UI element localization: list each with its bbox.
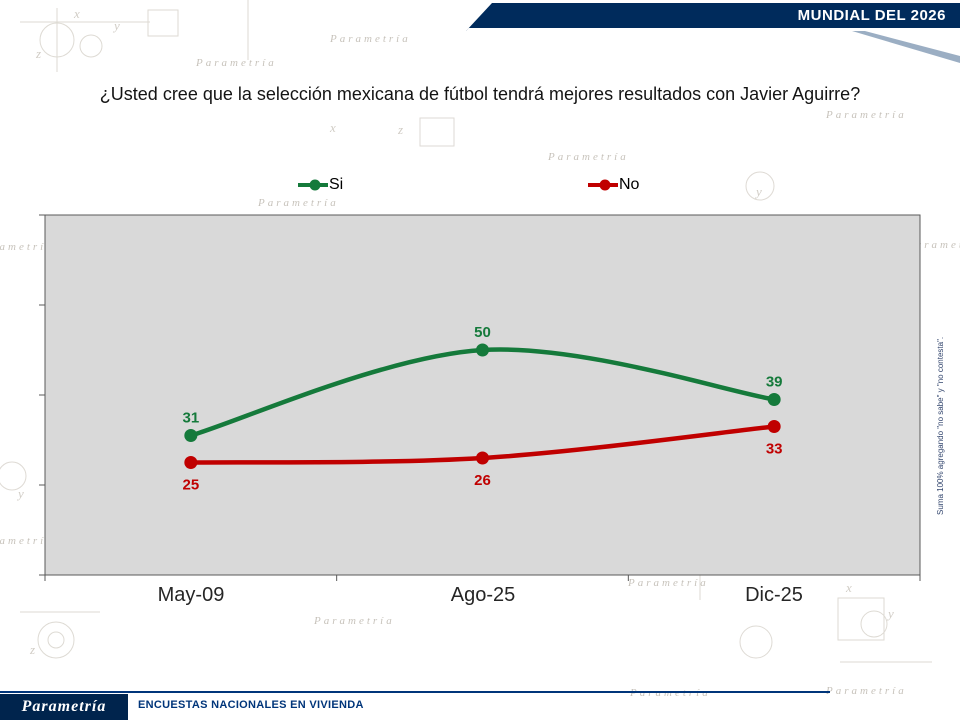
watermark-brand-text: Parametría xyxy=(195,57,277,69)
watermark-brand-text: Parametría xyxy=(0,535,55,547)
watermark-letter: x xyxy=(73,6,80,21)
header-banner: MUNDIAL DEL 2026 xyxy=(466,3,960,31)
footer-divider xyxy=(0,691,830,693)
watermark-brand-text: Parametría xyxy=(0,241,55,253)
watermark-brand-text: Parametría xyxy=(627,577,709,589)
x-axis-label-1: Ago-25 xyxy=(450,584,516,606)
data-label-si-0: 31 xyxy=(182,410,199,427)
data-label-no-2: 33 xyxy=(766,441,783,458)
data-point-si-0 xyxy=(184,429,198,442)
watermark-brand-texts: Parametría Parametría Parametría Paramet… xyxy=(0,33,960,699)
watermark-doodles xyxy=(0,0,932,663)
legend-dot-no xyxy=(599,179,610,191)
data-point-no-0 xyxy=(184,456,198,469)
legend-dot-si xyxy=(309,179,320,191)
watermark-letters: z y x z y x y z x y xyxy=(16,6,894,657)
data-point-si-2 xyxy=(767,393,781,406)
legend-label-si: Si xyxy=(329,176,344,193)
watermark-brand-text: Parametría xyxy=(329,33,411,45)
watermark-letter: z xyxy=(397,122,403,137)
watermark-letter: x xyxy=(329,120,336,135)
watermark-letter: y xyxy=(16,486,24,501)
legend-line-marker-si xyxy=(298,179,328,191)
page-title: ¿Usted cree que la selección mexicana de… xyxy=(99,84,861,104)
footer-logo: Parametría xyxy=(0,694,128,720)
watermark-brand-text: Parametría xyxy=(547,151,629,163)
data-point-no-1 xyxy=(476,451,489,465)
data-point-no-2 xyxy=(767,420,781,433)
banner-label: MUNDIAL DEL 2026 xyxy=(797,7,946,24)
watermark-brand-text: Parametría xyxy=(825,109,907,121)
watermark-letter: y xyxy=(754,184,762,199)
line-chart: 31 50 39 25 26 33 xyxy=(39,214,921,581)
watermark-brand-text: Parametría xyxy=(313,615,395,627)
data-point-si-1 xyxy=(476,343,489,357)
plot-area xyxy=(44,214,921,576)
legend-item-no: No xyxy=(588,176,639,194)
data-label-no-1: 26 xyxy=(474,472,491,489)
legend-item-si: Si xyxy=(298,176,343,194)
watermark-letter: y xyxy=(886,606,894,621)
x-axis-label-0: May-09 xyxy=(157,584,225,606)
watermark-letter: y xyxy=(112,18,120,33)
footer-caption: ENCUESTAS NACIONALES EN VIVIENDA xyxy=(138,699,364,711)
x-axis-label-2: Dic-25 xyxy=(745,584,803,606)
data-label-si-2: 39 xyxy=(766,374,783,391)
footer-logo-text: Parametría xyxy=(21,698,107,715)
legend-label-no: No xyxy=(619,176,640,193)
watermark-letter: z xyxy=(35,46,41,61)
watermark-letter: z xyxy=(29,642,35,657)
legend-line-marker-no xyxy=(588,179,618,191)
side-note: Suma 100% agregando "no sabe" y "no cont… xyxy=(936,336,945,515)
watermark-brand-text: Parametría xyxy=(629,687,711,699)
watermark-brand-text: Parametría xyxy=(825,685,907,697)
watermark-brand-text: Parametría xyxy=(257,197,339,209)
data-label-no-0: 25 xyxy=(182,477,199,494)
watermark-letter: x xyxy=(845,580,852,595)
data-label-si-1: 50 xyxy=(474,324,491,341)
